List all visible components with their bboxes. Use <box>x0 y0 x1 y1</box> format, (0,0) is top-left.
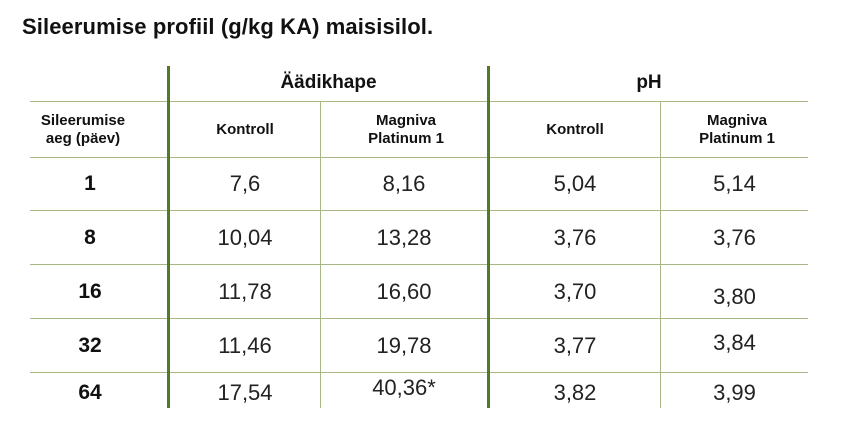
table-title: Sileerumise profiil (g/kg KA) maisisilol… <box>22 14 434 39</box>
cell-ph-control: 3,76 <box>553 224 597 250</box>
cell-ph-control: 5,04 <box>553 171 597 196</box>
cell-acetic-control: 17,54 <box>217 380 273 405</box>
rule-row-2 <box>30 264 808 265</box>
rule-row-3 <box>30 318 808 319</box>
cell-ph-treated: 3,80 <box>713 283 756 309</box>
rule-row-4 <box>30 372 808 373</box>
cell-ph-control: 3,82 <box>553 380 597 405</box>
column-header-acetic-treated: Magniva Platinum 1 <box>368 112 444 147</box>
group-header-ph: pH <box>636 72 662 93</box>
cell-acetic-treated: 16,60 <box>376 278 432 304</box>
divider-acetic <box>320 102 321 408</box>
row-day: 8 <box>84 225 96 249</box>
column-header-ph-control: Kontroll <box>546 121 604 138</box>
row-day: 32 <box>78 333 102 357</box>
divider-time-column <box>167 66 170 408</box>
column-header-acetic-control: Kontroll <box>216 121 274 138</box>
cell-acetic-control: 10,04 <box>217 224 273 250</box>
cell-ph-control: 3,77 <box>553 332 597 358</box>
cell-ph-treated: 3,76 <box>713 224 756 250</box>
cell-ph-treated: 5,14 <box>713 171 756 196</box>
divider-group <box>487 66 490 408</box>
cell-acetic-control: 11,46 <box>218 332 272 358</box>
group-header-acetic: Äädikhape <box>280 72 377 93</box>
cell-acetic-control: 11,78 <box>218 278 272 304</box>
cell-acetic-treated: 40,36* <box>372 375 436 400</box>
cell-acetic-control: 7,6 <box>229 171 261 196</box>
cell-ph-treated: 3,84 <box>713 329 756 355</box>
row-day: 16 <box>78 279 102 303</box>
divider-ph <box>660 102 661 408</box>
column-header-ph-treated: Magniva Platinum 1 <box>699 112 775 147</box>
cell-acetic-treated: 8,16 <box>382 171 426 196</box>
cell-ph-control: 3,70 <box>553 278 597 304</box>
cell-ph-treated: 3,99 <box>713 380 756 405</box>
rule-row-1 <box>30 210 808 211</box>
row-day: 64 <box>78 381 102 404</box>
row-day: 1 <box>84 172 96 195</box>
cell-acetic-treated: 19,78 <box>376 332 432 358</box>
rule-header-top <box>30 101 808 102</box>
column-header-time: Sileerumise aeg (päev) <box>40 112 126 147</box>
rule-header-bottom <box>30 157 808 158</box>
cell-acetic-treated: 13,28 <box>376 224 432 250</box>
